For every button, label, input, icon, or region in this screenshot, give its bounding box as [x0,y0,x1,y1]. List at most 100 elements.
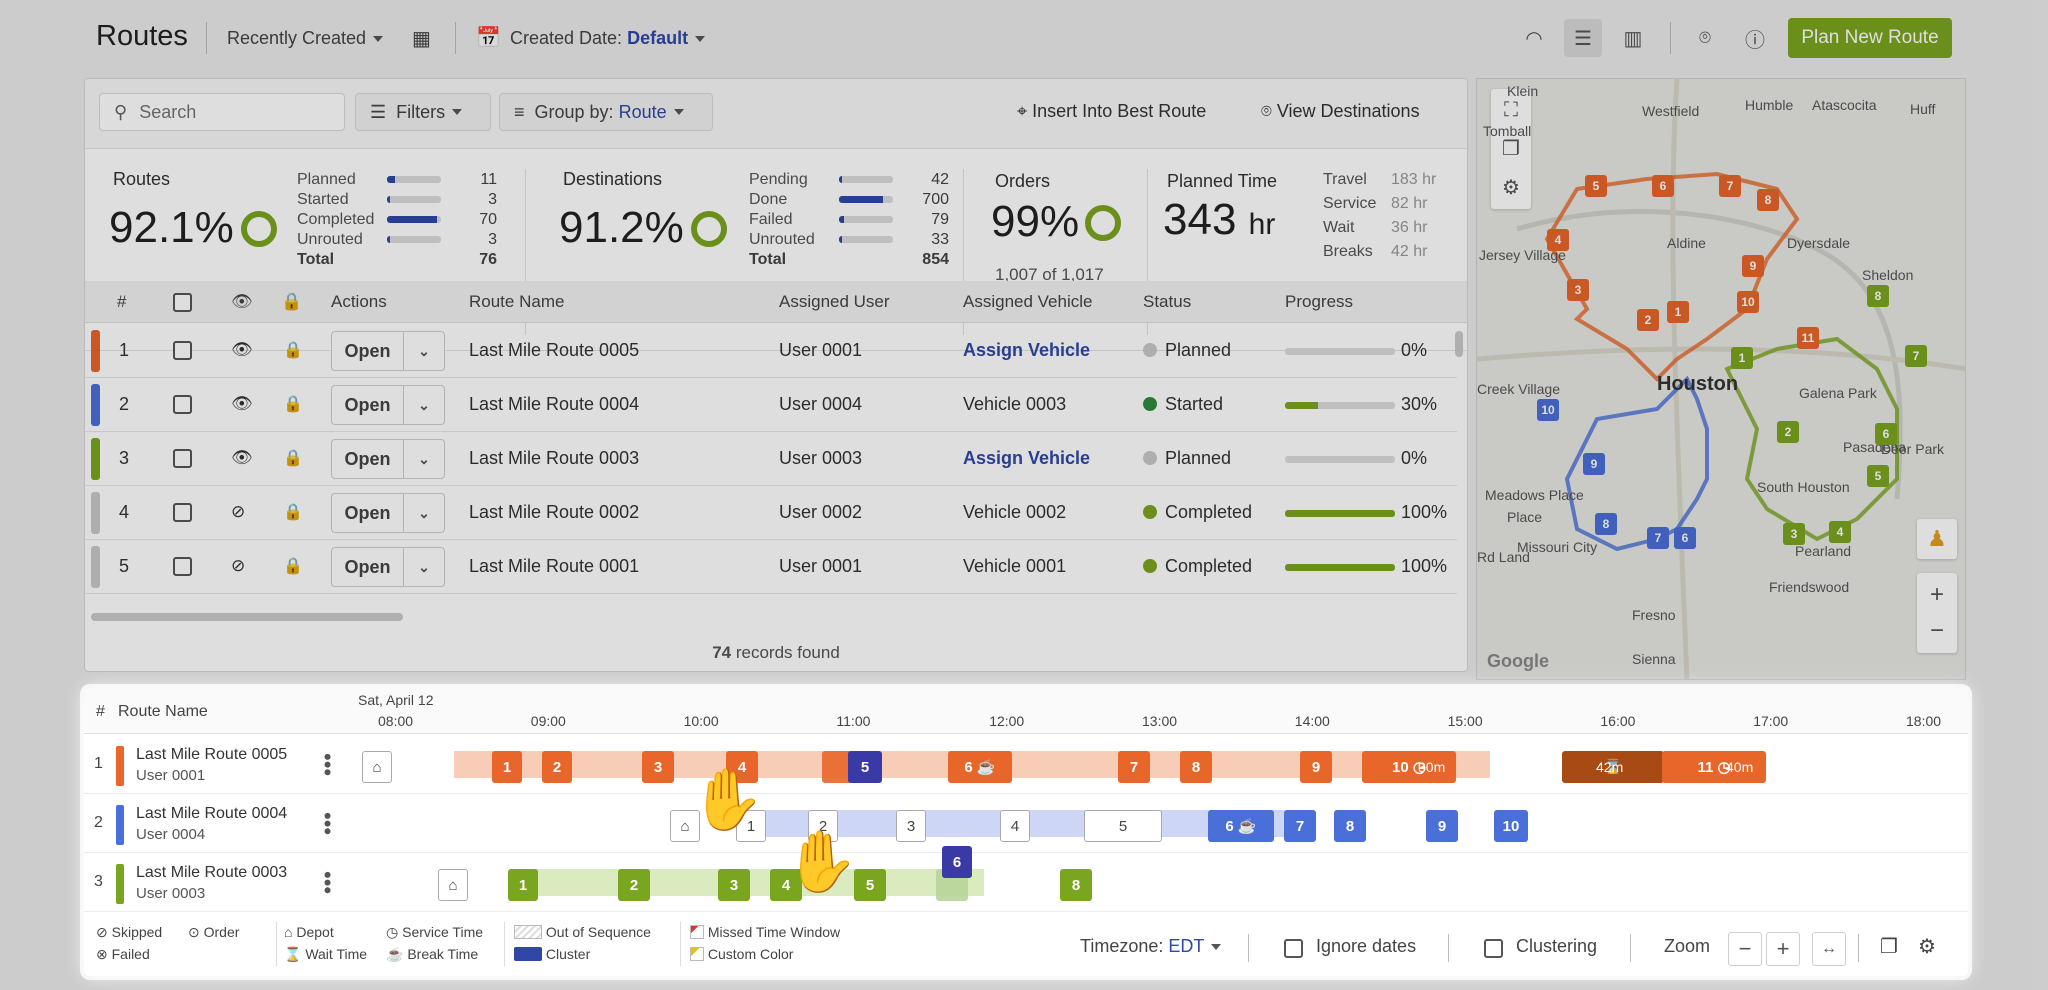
map-stop-marker[interactable]: 5 [1585,175,1607,197]
map-stop-marker[interactable]: 1 [1731,347,1753,369]
timeline-stop[interactable]: 2 [618,869,650,901]
route-name[interactable]: Last Mile Route 0002 [469,502,640,522]
group-by-dropdown[interactable]: ≡ Group by: Route [499,93,713,131]
more-options-icon[interactable]: ••• [315,812,340,836]
timeline-stop[interactable]: 3 [896,810,926,842]
row-checkbox[interactable] [173,557,192,576]
map-stop-marker[interactable]: 2 [1777,421,1799,443]
timeline-stop[interactable]: 4 [1000,810,1030,842]
route-map[interactable]: ⛶ ❐ ⚙ ♟ + − Klein Westfield Humble Atascoci… [1476,78,1966,680]
map-stop-marker[interactable]: 11 [1797,327,1819,349]
timeline-row[interactable]: 2 Last Mile Route 0004 User 0004 ••• [84,794,1968,853]
open-label[interactable]: Open [332,494,404,532]
timeline-row[interactable]: 1 Last Mile Route 0005 User 0001 ••• [84,735,1968,794]
map-stop-marker[interactable]: 8 [1867,285,1889,307]
open-route-button[interactable]: Open ⌄ [331,439,445,479]
more-options-icon[interactable]: ••• [315,753,340,777]
map-stop-marker[interactable]: 9 [1583,453,1605,475]
visibility-icon[interactable]: 👁 [231,292,253,311]
open-route-button[interactable]: Open ⌄ [331,547,445,587]
timeline-stop[interactable]: 9 [1426,810,1458,842]
eye-icon[interactable]: 👁 [231,448,253,467]
row-checkbox[interactable] [173,449,192,468]
map-stop-marker[interactable]: 1 [1667,301,1689,323]
lock-icon[interactable]: 🔒 [283,504,303,521]
route-name[interactable]: Last Mile Route 0004 [469,394,640,414]
lock-icon[interactable]: 🔒 [283,396,303,413]
col-assigned-vehicle[interactable]: Assigned Vehicle [963,292,1093,311]
settings-icon[interactable]: ⚙ [1502,176,1520,199]
timeline-stop[interactable]: 11 ◷ [1662,751,1766,783]
assign-vehicle-link[interactable]: Assign Vehicle [963,448,1091,468]
info-icon[interactable]: ⓘ [1745,29,1765,52]
depot-home-icon[interactable]: ⌂ [438,869,468,901]
map-stop-marker[interactable]: 6 [1674,527,1696,549]
plan-new-route-button[interactable]: Plan New Route [1788,18,1952,58]
locations-icon[interactable]: ⌾ [1699,26,1711,49]
timeline-stop[interactable]: 8 [1060,869,1092,901]
route-name[interactable]: Last Mile Route 0005 [469,340,640,360]
timeline-stop[interactable]: 6 ☕ [948,751,1012,783]
layers-icon[interactable]: ❐ [1502,137,1520,160]
chevron-down-icon[interactable]: ⌄ [418,396,430,413]
timeline-stop[interactable]: 7 [1284,810,1316,842]
timeline-stop[interactable]: 6 [942,846,972,878]
map-stop-marker[interactable]: 6 [1875,423,1897,445]
col-route-name[interactable]: Route Name [469,292,565,311]
row-checkbox[interactable] [173,503,192,522]
eye-icon[interactable]: 👁 [231,340,253,359]
popout-icon[interactable]: ❐ [1880,936,1898,958]
table-row[interactable]: 5 ⊘ 🔒 Open ⌄ Last Mile Route 0001 User 0001 Veh… [85,540,1457,594]
depot-home-icon[interactable]: ⌂ [670,810,700,842]
chevron-down-icon[interactable]: ⌄ [418,504,430,521]
column-settings-icon[interactable]: ▦ [412,28,431,50]
map-stop-marker[interactable]: 7 [1719,175,1741,197]
unlock-icon[interactable]: 🔒 [283,342,303,359]
open-label[interactable]: Open [332,332,404,370]
timeline-stop[interactable]: 2 [542,751,572,783]
eye-off-icon[interactable]: ⊘ [231,502,246,521]
ignore-dates-checkbox[interactable] [1284,939,1303,958]
timeline-stop[interactable]: 8 [1180,751,1212,783]
row-checkbox[interactable] [173,395,192,414]
open-route-button[interactable]: Open ⌄ [331,493,445,533]
map-stop-marker[interactable]: 3 [1567,279,1589,301]
map-stop-marker[interactable]: 9 [1742,255,1764,277]
user-settings-icon[interactable]: ⚙ [1918,936,1936,958]
map-stop-marker[interactable]: 5 [1867,465,1889,487]
select-all-checkbox[interactable] [173,293,192,312]
lock-icon[interactable]: 🔒 [281,292,303,311]
unlock-icon[interactable]: 🔒 [283,450,303,467]
col-progress[interactable]: Progress [1285,292,1354,311]
fit-width-icon[interactable]: ↔ [1812,932,1846,966]
street-view-icon[interactable]: ♟ [1917,519,1957,559]
timeline-stop[interactable]: 5 [854,869,886,901]
open-label[interactable]: Open [332,440,404,478]
map-stop-marker[interactable]: 7 [1647,527,1669,549]
open-label[interactable]: Open [332,386,404,424]
eye-icon[interactable]: 👁 [231,394,253,413]
view-destinations-button[interactable]: ⌾ View Destinations [1261,101,1420,122]
row-checkbox[interactable] [173,341,192,360]
timeline-stop[interactable]: 4 [726,751,758,783]
timeline-route-name[interactable]: Last Mile Route 0005 [136,746,288,763]
clustering-checkbox[interactable] [1484,939,1503,958]
map-stop-marker[interactable]: 7 [1905,345,1927,367]
table-row[interactable]: 2 👁 🔒 Open ⌄ Last Mile Route 0004 User 0004 Veh… [85,378,1457,432]
assign-vehicle-link[interactable]: Assign Vehicle [963,340,1091,360]
lock-icon[interactable]: 🔒 [283,558,303,575]
dashboard-icon[interactable]: ◠ [1525,27,1543,50]
map-stop-marker[interactable]: 6 [1652,175,1674,197]
zoom-in-button[interactable]: + [1766,932,1800,966]
timeline-stop[interactable]: 1 [492,751,522,783]
timeline-stop[interactable]: ⌛ [1562,751,1664,783]
horizontal-scrollbar[interactable] [91,613,403,621]
timeline-stop[interactable]: 4 [770,869,802,901]
map-stop-marker[interactable]: 10 [1737,291,1759,313]
split-view-icon[interactable]: ☰ [1564,19,1602,57]
more-options-icon[interactable]: ••• [315,871,340,895]
timeline-route-name[interactable]: Last Mile Route 0003 [136,864,288,881]
timeline-stop[interactable]: 6 ☕ [1208,810,1274,842]
timezone-dropdown[interactable]: Timezone: EDT [1080,936,1222,957]
map-stop-marker[interactable]: 4 [1829,521,1851,543]
